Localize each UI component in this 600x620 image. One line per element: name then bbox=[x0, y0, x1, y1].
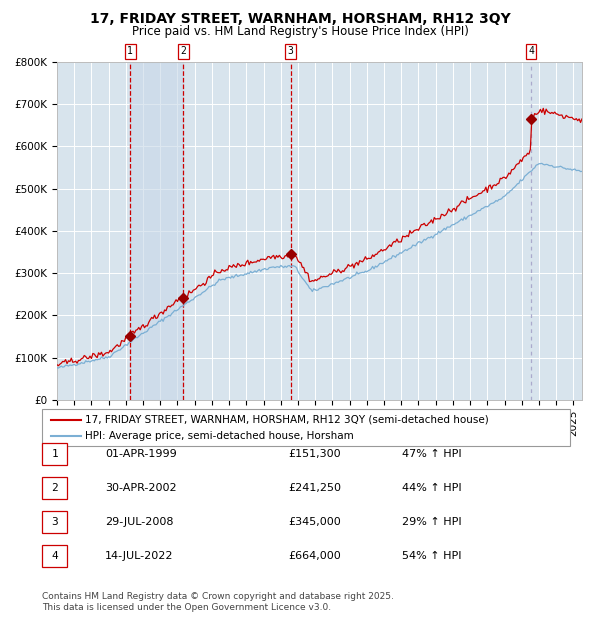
Text: 29% ↑ HPI: 29% ↑ HPI bbox=[402, 517, 461, 527]
Text: 4: 4 bbox=[528, 46, 534, 56]
Text: 4: 4 bbox=[51, 551, 58, 561]
Text: £151,300: £151,300 bbox=[288, 449, 341, 459]
Text: 30-APR-2002: 30-APR-2002 bbox=[105, 483, 176, 493]
Bar bbox=[130, 62, 183, 400]
Text: 29-JUL-2008: 29-JUL-2008 bbox=[105, 517, 173, 527]
Text: Contains HM Land Registry data © Crown copyright and database right 2025.: Contains HM Land Registry data © Crown c… bbox=[42, 592, 394, 601]
Text: 3: 3 bbox=[51, 517, 58, 527]
Text: 2: 2 bbox=[180, 46, 186, 56]
Text: 2: 2 bbox=[51, 483, 58, 493]
Text: 54% ↑ HPI: 54% ↑ HPI bbox=[402, 551, 461, 561]
Text: £345,000: £345,000 bbox=[288, 517, 341, 527]
Text: 3: 3 bbox=[288, 46, 293, 56]
Text: Price paid vs. HM Land Registry's House Price Index (HPI): Price paid vs. HM Land Registry's House … bbox=[131, 25, 469, 38]
Text: 1: 1 bbox=[51, 449, 58, 459]
Text: 44% ↑ HPI: 44% ↑ HPI bbox=[402, 483, 461, 493]
Text: 1: 1 bbox=[127, 46, 133, 56]
Text: £241,250: £241,250 bbox=[288, 483, 341, 493]
Text: 17, FRIDAY STREET, WARNHAM, HORSHAM, RH12 3QY (semi-detached house): 17, FRIDAY STREET, WARNHAM, HORSHAM, RH1… bbox=[85, 415, 489, 425]
Text: 01-APR-1999: 01-APR-1999 bbox=[105, 449, 177, 459]
Text: 14-JUL-2022: 14-JUL-2022 bbox=[105, 551, 173, 561]
Text: HPI: Average price, semi-detached house, Horsham: HPI: Average price, semi-detached house,… bbox=[85, 431, 354, 441]
Text: 17, FRIDAY STREET, WARNHAM, HORSHAM, RH12 3QY: 17, FRIDAY STREET, WARNHAM, HORSHAM, RH1… bbox=[89, 12, 511, 27]
Text: £664,000: £664,000 bbox=[288, 551, 341, 561]
Text: 47% ↑ HPI: 47% ↑ HPI bbox=[402, 449, 461, 459]
Text: This data is licensed under the Open Government Licence v3.0.: This data is licensed under the Open Gov… bbox=[42, 603, 331, 612]
